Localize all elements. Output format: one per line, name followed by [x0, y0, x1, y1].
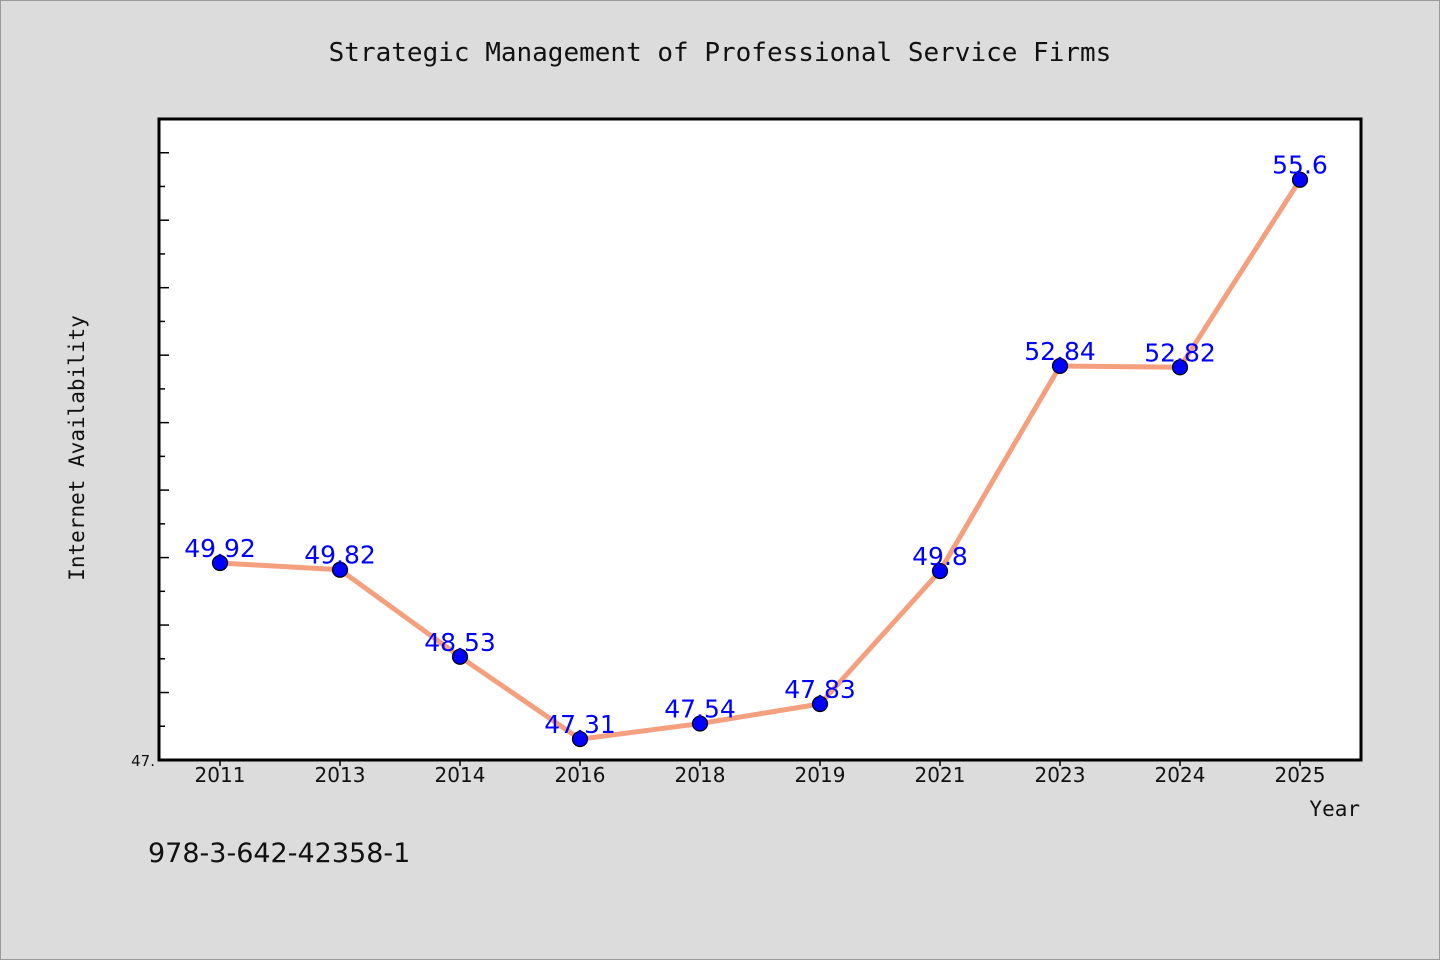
- data-point: [811, 695, 829, 713]
- y-tick-label-min: 47.: [131, 752, 155, 770]
- plot-area: [157, 117, 1363, 762]
- x-tick-label: 2016: [555, 763, 606, 787]
- data-point: [1291, 171, 1309, 188]
- data-label: 49.8: [912, 542, 968, 571]
- data-label: 47.31: [544, 710, 616, 739]
- chart-title: Strategic Management of Professional Ser…: [329, 38, 1112, 68]
- x-tick-label: 2011: [195, 763, 246, 787]
- x-axis-title: Year: [1309, 797, 1360, 821]
- data-label: 52.84: [1024, 337, 1096, 366]
- data-point: [571, 730, 589, 748]
- x-tick-label: 2025: [1275, 763, 1326, 787]
- x-tick-label: 2024: [1155, 763, 1206, 787]
- data-point: [1051, 357, 1069, 375]
- data-label: 48.53: [424, 628, 496, 657]
- x-tick-label: 2013: [315, 763, 366, 787]
- data-label: 47.83: [784, 675, 856, 704]
- x-tick-label: 2014: [435, 763, 486, 787]
- x-tick-label: 2019: [795, 763, 846, 787]
- y-axis-ticks: [159, 151, 169, 728]
- data-labels-group: 49.92 49.82 48.53 47.31 47.54 47.83 49.8 52.84 5…: [184, 151, 1328, 739]
- data-point: [211, 554, 229, 572]
- y-axis-title: Internet Availability: [65, 315, 89, 581]
- data-points-group: [211, 171, 1309, 748]
- series-line: [219, 178, 1303, 742]
- data-point: [331, 561, 349, 578]
- data-point: [691, 715, 709, 732]
- x-tick-label: 2021: [915, 763, 966, 787]
- data-label: 49.92: [184, 534, 256, 563]
- x-tick-label: 2023: [1035, 763, 1086, 787]
- series-line-group: [219, 178, 1303, 742]
- data-label: 49.82: [304, 541, 376, 570]
- x-axis-ticks: [219, 760, 1301, 766]
- data-point: [1171, 359, 1189, 376]
- data-label: 55.6: [1272, 151, 1328, 180]
- x-tick-label: 2018: [675, 763, 726, 787]
- data-point: [451, 648, 469, 665]
- x-tick-labels-group: 2011 2013 2014 2016 2018 2019 2021 2023 2024 2025: [195, 763, 1326, 787]
- data-label: 52.82: [1144, 338, 1216, 367]
- data-label: 47.54: [664, 695, 736, 724]
- data-point: [931, 562, 949, 580]
- isbn-text: 978-3-642-42358-1: [148, 838, 410, 869]
